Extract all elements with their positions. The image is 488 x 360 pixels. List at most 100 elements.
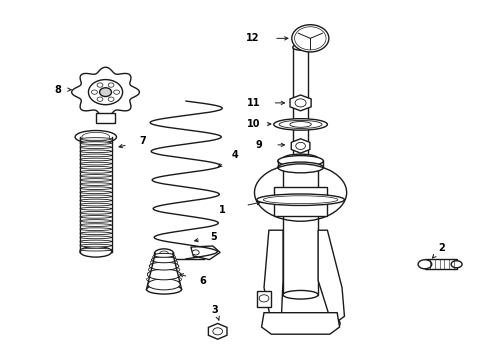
- Ellipse shape: [273, 119, 327, 130]
- Ellipse shape: [80, 220, 111, 222]
- Ellipse shape: [75, 131, 116, 143]
- Circle shape: [88, 80, 122, 105]
- Text: 5: 5: [210, 232, 217, 242]
- Ellipse shape: [81, 132, 109, 141]
- Bar: [292, 47, 308, 173]
- Circle shape: [108, 97, 114, 102]
- Ellipse shape: [80, 199, 111, 202]
- Ellipse shape: [80, 211, 111, 214]
- Text: 1: 1: [219, 206, 225, 216]
- Text: 4: 4: [231, 150, 238, 160]
- Circle shape: [100, 88, 111, 96]
- Ellipse shape: [80, 224, 111, 226]
- Ellipse shape: [80, 162, 111, 165]
- Circle shape: [192, 250, 199, 255]
- Ellipse shape: [277, 156, 323, 166]
- Circle shape: [91, 90, 97, 94]
- Ellipse shape: [80, 138, 111, 140]
- Polygon shape: [289, 95, 310, 111]
- Circle shape: [97, 83, 102, 87]
- Ellipse shape: [277, 162, 323, 173]
- Ellipse shape: [154, 249, 173, 258]
- Polygon shape: [264, 230, 283, 325]
- Ellipse shape: [417, 260, 431, 269]
- Ellipse shape: [147, 269, 181, 280]
- Circle shape: [291, 25, 328, 52]
- Ellipse shape: [80, 146, 111, 149]
- Ellipse shape: [80, 195, 111, 198]
- Ellipse shape: [147, 279, 180, 290]
- Ellipse shape: [146, 285, 181, 294]
- Circle shape: [259, 295, 268, 302]
- Circle shape: [212, 328, 222, 335]
- Text: 7: 7: [140, 136, 146, 146]
- Ellipse shape: [283, 154, 318, 163]
- Circle shape: [271, 321, 278, 326]
- Ellipse shape: [80, 216, 111, 218]
- Ellipse shape: [80, 207, 111, 210]
- Bar: [283, 158, 318, 295]
- Polygon shape: [190, 246, 220, 260]
- Bar: [424, 259, 456, 269]
- Text: 9: 9: [255, 140, 262, 150]
- Ellipse shape: [279, 120, 322, 129]
- Ellipse shape: [80, 187, 111, 189]
- Ellipse shape: [283, 291, 318, 299]
- Ellipse shape: [80, 158, 111, 161]
- Ellipse shape: [263, 196, 337, 204]
- Ellipse shape: [149, 262, 179, 270]
- Text: 10: 10: [246, 119, 260, 129]
- Circle shape: [114, 90, 119, 94]
- Text: 12: 12: [245, 33, 259, 43]
- Circle shape: [108, 83, 114, 87]
- Ellipse shape: [450, 261, 461, 268]
- Ellipse shape: [80, 232, 111, 235]
- Ellipse shape: [80, 203, 111, 206]
- Text: 3: 3: [211, 305, 218, 315]
- Text: 6: 6: [199, 276, 206, 286]
- Ellipse shape: [152, 253, 175, 261]
- Ellipse shape: [80, 150, 111, 153]
- Polygon shape: [72, 67, 139, 117]
- Ellipse shape: [289, 122, 311, 127]
- Ellipse shape: [80, 166, 111, 169]
- Ellipse shape: [146, 276, 181, 283]
- Ellipse shape: [80, 236, 111, 239]
- Ellipse shape: [148, 266, 180, 273]
- Ellipse shape: [80, 248, 111, 251]
- Circle shape: [295, 143, 305, 149]
- Polygon shape: [261, 313, 339, 334]
- Text: 11: 11: [246, 98, 260, 108]
- Ellipse shape: [292, 44, 308, 50]
- Circle shape: [324, 318, 339, 329]
- Ellipse shape: [80, 191, 111, 194]
- Ellipse shape: [80, 142, 111, 144]
- Text: 2: 2: [438, 243, 445, 253]
- Circle shape: [267, 318, 283, 329]
- Ellipse shape: [80, 228, 111, 230]
- Circle shape: [294, 99, 305, 107]
- Ellipse shape: [80, 154, 111, 157]
- Polygon shape: [291, 139, 309, 153]
- Ellipse shape: [80, 179, 111, 181]
- Polygon shape: [208, 323, 226, 339]
- Ellipse shape: [80, 244, 111, 247]
- Circle shape: [97, 97, 102, 102]
- Ellipse shape: [159, 251, 168, 256]
- Ellipse shape: [80, 183, 111, 185]
- Ellipse shape: [80, 240, 111, 243]
- Bar: [256, 291, 271, 307]
- Ellipse shape: [80, 171, 111, 173]
- Ellipse shape: [150, 259, 177, 266]
- Bar: [96, 113, 115, 123]
- Ellipse shape: [292, 170, 308, 176]
- Ellipse shape: [80, 246, 111, 257]
- Circle shape: [328, 321, 335, 326]
- Bar: [274, 187, 326, 216]
- Ellipse shape: [80, 175, 111, 177]
- Ellipse shape: [154, 253, 174, 257]
- Ellipse shape: [151, 257, 176, 263]
- Text: 8: 8: [55, 85, 61, 95]
- Ellipse shape: [256, 194, 344, 206]
- Polygon shape: [318, 230, 344, 325]
